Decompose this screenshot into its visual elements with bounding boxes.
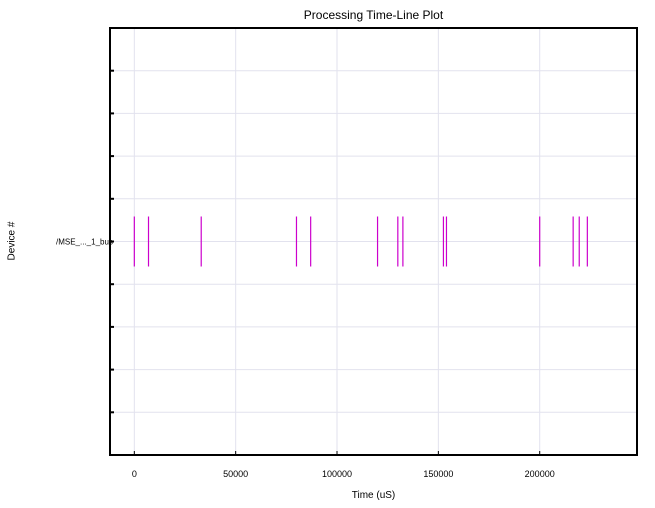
x-tick-label: 50000 [223, 469, 248, 479]
x-tick-label: 200000 [525, 469, 555, 479]
plot-frame [109, 27, 638, 456]
x-axis-label: Time (uS) [351, 490, 396, 501]
x-tick-label: 150000 [423, 469, 453, 479]
chart-title: Processing Time-Line Plot [303, 8, 444, 22]
x-tick-label: 100000 [322, 469, 352, 479]
device-label: /MSE_..._1_bus [56, 238, 113, 247]
x-tick-label: 0 [132, 469, 137, 479]
